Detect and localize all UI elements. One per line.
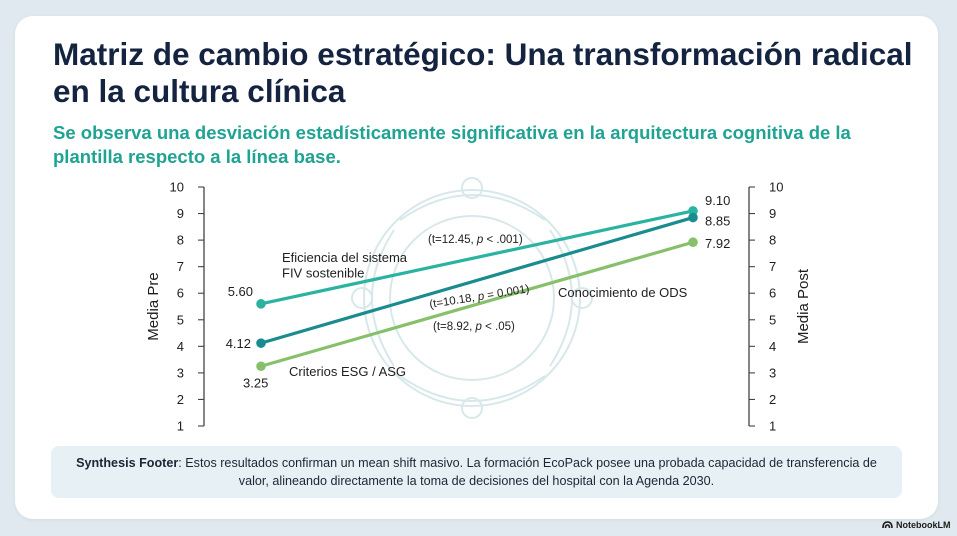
right-tick-label: 5 (769, 312, 776, 327)
post-value-label: 8.85 (705, 214, 730, 229)
right-tick-label: 9 (769, 206, 776, 221)
right-tick-label: 4 (769, 339, 776, 354)
left-tick-label: 7 (177, 259, 184, 274)
right-tick-label: 6 (769, 286, 776, 301)
series-line (259, 240, 695, 368)
left-tick-label: 8 (177, 233, 184, 248)
brand-label: NotebookLM (896, 520, 951, 530)
right-tick-label: 3 (769, 365, 776, 380)
footer-label: Synthesis Footer (76, 456, 179, 470)
slide-title: Matriz de cambio estratégico: Una transf… (53, 36, 913, 109)
background-emblem (351, 177, 593, 419)
axes: 1 1 2 2 3 3 4 4 5 5 6 6 7 7 8 8 9 9 10 10 Media Pre Media Pos… (145, 180, 812, 434)
post-point (688, 206, 698, 216)
series-line (259, 209, 695, 306)
series-lines (256, 206, 698, 372)
right-axis-title: Media Post (795, 268, 812, 344)
left-tick-label: 5 (177, 312, 184, 327)
series-name-label: Conocimiento de ODS (558, 285, 688, 300)
footer-text: : Estos resultados confirman un mean shi… (178, 456, 877, 488)
slide-card (15, 16, 938, 519)
pre-point (256, 338, 266, 348)
right-tick-label: 8 (769, 233, 776, 248)
post-point (688, 237, 698, 248)
stat-annotation: (t=8.92, p < .05) (433, 321, 515, 333)
left-tick-label: 10 (170, 180, 184, 195)
left-tick-label: 9 (177, 206, 184, 221)
series-name-label: Criterios ESG / ASG (289, 364, 406, 379)
pre-value-label: 5.60 (228, 284, 253, 299)
series-name-label: FIV sostenible (282, 266, 364, 281)
left-tick-label: 2 (177, 392, 184, 407)
stat-annotation: (t=12.45, p < .001) (428, 234, 523, 246)
series-line (259, 215, 695, 345)
right-tick-label: 1 (769, 419, 776, 434)
post-point (688, 212, 698, 223)
right-tick-label: 2 (769, 392, 776, 407)
synthesis-footer: Synthesis Footer: Estos resultados confi… (51, 446, 902, 498)
left-tick-label: 6 (177, 286, 184, 301)
left-tick-label: 4 (177, 339, 184, 354)
pre-value-label: 4.12 (226, 336, 251, 351)
left-tick-label: 1 (177, 419, 184, 434)
left-tick-label: 3 (177, 365, 184, 380)
notebooklm-logo-icon (882, 521, 893, 529)
stat-annotation: (t=10.18, p = 0.001) (429, 283, 531, 311)
post-value-label: 7.92 (705, 236, 730, 251)
post-value-label: 9.10 (705, 193, 730, 208)
pre-point (256, 361, 266, 372)
right-tick-label: 7 (769, 259, 776, 274)
pre-value-label: 3.25 (243, 375, 268, 390)
series-name-label: Eficiencia del sistema (282, 250, 408, 265)
right-tick-label: 10 (769, 180, 783, 195)
slide-subtitle: Se observa una desviación estadísticamen… (53, 122, 851, 167)
notebooklm-brand: NotebookLM (882, 520, 951, 530)
pre-point (256, 299, 266, 309)
left-axis-title: Media Pre (145, 272, 162, 340)
